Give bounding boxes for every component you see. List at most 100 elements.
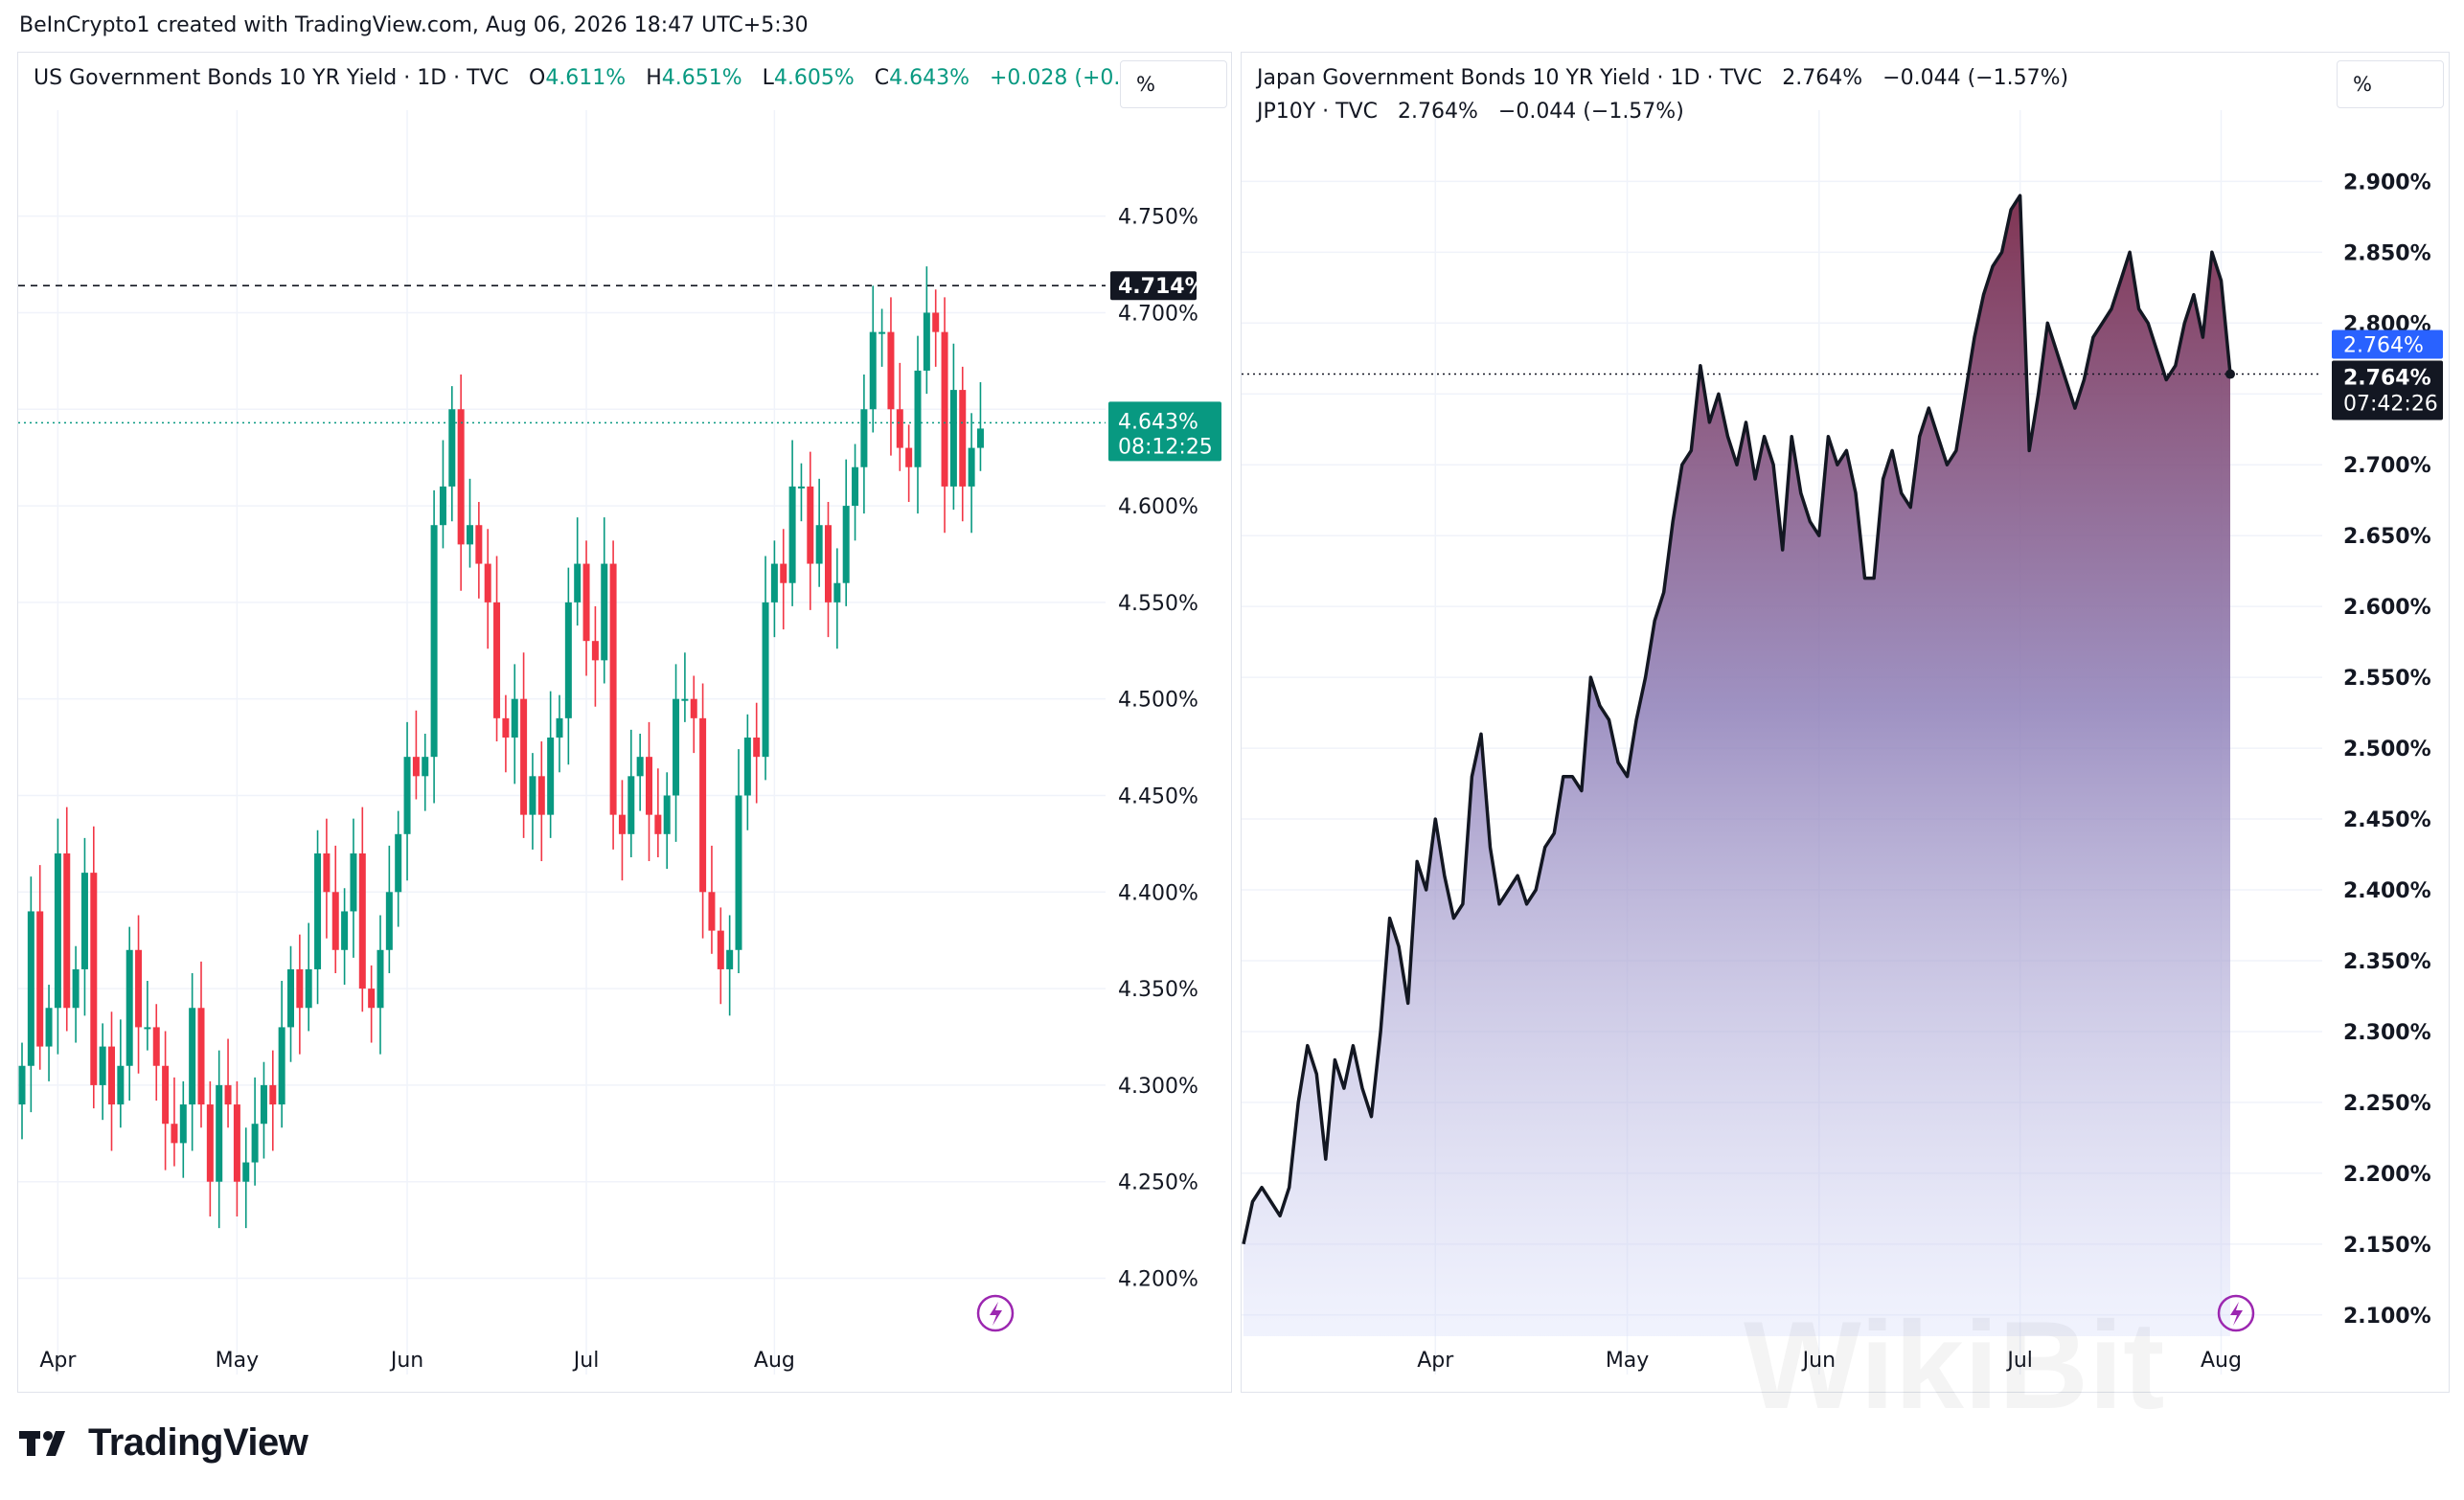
us10y-candle-body (341, 911, 349, 950)
jp10y-percent-scale-button[interactable]: % (2337, 60, 2444, 108)
jp10y-y-tick: 2.600% (2343, 596, 2431, 620)
us10y-legend: US Government Bonds 10 YR Yield · 1D · T… (34, 66, 1175, 90)
jp10y-series-change: −0.044 (−1.57%) (1497, 100, 1684, 124)
us10y-candle-body (430, 525, 438, 758)
us10y-candle-body (358, 852, 366, 989)
jp10y-x-tick: Apr (1417, 1349, 1454, 1373)
us10y-alert-icon (976, 1294, 1015, 1332)
us10y-candle-body (574, 563, 582, 602)
us10y-candles (18, 266, 984, 1229)
us10y-candle-body (869, 331, 877, 410)
jp10y-prev-price-badge (2332, 330, 2443, 359)
us10y-candle-body (717, 930, 724, 969)
jp10y-y-axis: 2.900%2.850%2.800%2.700%2.650%2.600%2.55… (2343, 170, 2431, 1328)
us10y-candle-body (529, 776, 536, 815)
jp10y-y-tick: 2.200% (2343, 1163, 2431, 1187)
us10y-candle-body (673, 698, 680, 796)
us10y-candle-body (385, 892, 393, 950)
jp10y-last-price-badge (2332, 360, 2443, 420)
us10y-x-tick: May (216, 1349, 259, 1373)
us10y-candle-body (242, 1162, 250, 1182)
us10y-candle-body (251, 1124, 259, 1163)
us10y-high-label: 4.714% (1118, 275, 1206, 299)
us10y-percent-scale-button[interactable]: % (1120, 60, 1227, 108)
us10y-candle-body (18, 1065, 26, 1105)
us10y-candle-body (403, 757, 411, 834)
us10y-candle-body (743, 738, 751, 796)
us10y-candle-body (368, 989, 376, 1009)
us10y-candle-body (807, 486, 814, 564)
us10y-candle-body (54, 852, 61, 1009)
jp10y-y-tick: 2.450% (2343, 808, 2431, 832)
jp10y-x-axis: Apr May Jun Jul Aug (1417, 1349, 2242, 1373)
us10y-candle-body (905, 447, 913, 467)
chart-attribution: BeInCrypto1 created with TradingView.com… (19, 13, 809, 37)
us10y-last-price-badge (1108, 401, 1221, 462)
us10y-countdown: 08:12:25 (1118, 435, 1213, 459)
jp10y-y-tick: 2.650% (2343, 525, 2431, 549)
jp10y-x-tick: Aug (2201, 1349, 2242, 1373)
us10y-candle-body (564, 602, 572, 718)
us10y-candle-body (520, 698, 528, 815)
jp10y-y-tick: 2.350% (2343, 950, 2431, 974)
jp10y-x-tick: May (1606, 1349, 1649, 1373)
us10y-candle-body (753, 738, 761, 758)
us10y-candle-body (350, 852, 357, 912)
us10y-candle-body (923, 312, 930, 371)
us10y-candle-body (296, 968, 304, 1009)
jp10y-legend-change: −0.044 (−1.57%) (1882, 66, 2069, 90)
us10y-candle-body (135, 949, 143, 1028)
us10y-candle-body (108, 1046, 115, 1105)
open-value: 4.611% (545, 66, 627, 90)
jp10y-series-name: JP10Y · TVC (1257, 100, 1379, 124)
jp10y-chart-panel[interactable]: 2.900% 2.850% 2.800% 2.700% 2.650% 2.600% 2.55… (1241, 52, 2450, 1393)
us10y-candle-body (537, 776, 545, 815)
jp10y-legend-last: 2.764% (1782, 66, 1863, 90)
us10y-candle-body (80, 873, 88, 969)
low-value: 4.605% (773, 66, 855, 90)
alert-icon-ring (976, 1294, 1015, 1332)
us10y-candle-body (556, 717, 563, 738)
us10y-candle-body (206, 1104, 214, 1182)
us10y-candle-body (162, 1065, 170, 1125)
jp10y-y-tick: 2.400% (2343, 879, 2431, 903)
us10y-candle-body (770, 563, 778, 602)
us10y-y-tick: 4.300% (1118, 1075, 1198, 1099)
us10y-candle-body (457, 409, 465, 545)
us10y-candle-body (224, 1084, 232, 1105)
jp10y-prev-price-label: 2.764% (2343, 334, 2424, 358)
us10y-candle-body (412, 757, 420, 777)
us10y-candle-body (735, 795, 742, 950)
jp10y-y-tick: 2.150% (2343, 1234, 2431, 1258)
us10y-candle-body (305, 968, 312, 1009)
jp10y-series-last: 2.764% (1398, 100, 1478, 124)
jp10y-last-point (2225, 369, 2235, 379)
us10y-y-tick: 4.500% (1118, 689, 1198, 713)
us10y-candlestick-chart[interactable]: 4.714% 4.750% 4.700% 4.600% 4.550% 4.500% 4.45… (18, 53, 1232, 1393)
us10y-high-label-bg (1110, 271, 1197, 301)
us10y-candle-body (395, 833, 402, 893)
us10y-candle-body (815, 525, 823, 564)
us10y-candle-body (278, 1027, 285, 1105)
us10y-candle-body (708, 892, 716, 931)
jp10y-title: Japan Government Bonds 10 YR Yield · 1D … (1257, 66, 1763, 90)
jp10y-series-row: JP10Y · TVC 2.764% −0.044 (−1.57%) (1257, 100, 1684, 124)
us10y-candle-body (878, 331, 886, 334)
high-value: 4.651% (661, 66, 742, 90)
jp10y-countdown: 07:42:26 (2343, 393, 2438, 417)
jp10y-y-tick: 2.250% (2343, 1092, 2431, 1116)
us10y-y-tick: 4.450% (1118, 784, 1198, 808)
us10y-candle-body (797, 486, 805, 489)
us10y-chart-panel[interactable]: 4.714% 4.750% 4.700% 4.600% 4.550% 4.500% 4.45… (17, 52, 1232, 1393)
us10y-candle-body (690, 698, 697, 718)
us10y-candle-body (601, 563, 608, 661)
us10y-candle-body (189, 1008, 196, 1105)
us10y-candle-body (475, 525, 483, 564)
us10y-candle-body (636, 757, 644, 777)
us10y-candle-body (197, 1008, 205, 1105)
jp10y-area-fill (1243, 195, 2230, 1337)
tradingview-logo-icon (19, 1430, 65, 1456)
us10y-candle-body (959, 390, 967, 487)
jp10y-area-chart[interactable]: 2.900%2.850%2.800%2.700%2.650%2.600%2.55… (1242, 53, 2450, 1393)
us10y-candle-body (681, 698, 689, 701)
